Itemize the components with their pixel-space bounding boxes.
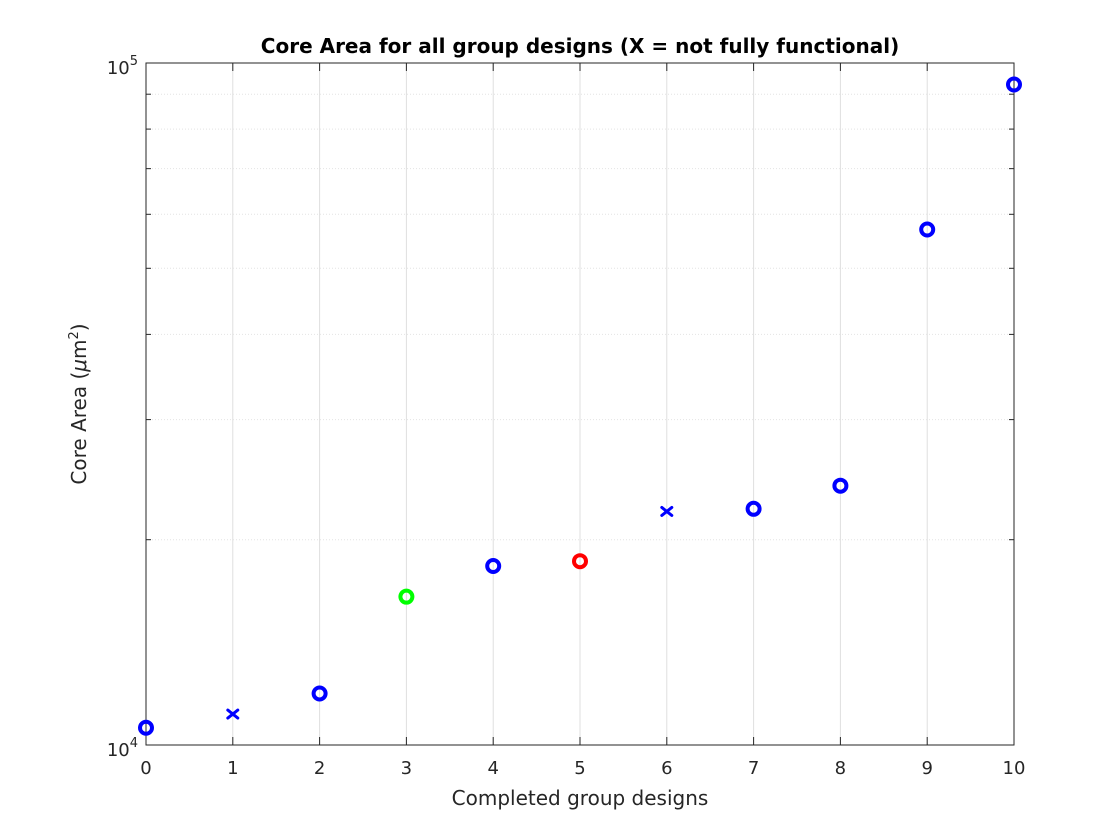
x-tick-label: 8 [835, 758, 846, 779]
data-point-circle-marker [138, 719, 154, 736]
y-axis-label-mu: μ [67, 359, 91, 373]
x-tick-label: 1 [227, 758, 238, 779]
data-point-circle-marker [572, 553, 588, 570]
y-axis-label-unit: m [67, 340, 91, 359]
data-point-x-stroke [226, 708, 240, 720]
y-axis-label-close: ) [67, 323, 91, 331]
data-point-circle-marker [311, 685, 328, 702]
x-axis-label: Completed group designs [452, 786, 709, 810]
data-point-circle-marker [745, 500, 762, 517]
x-tick-label: 7 [748, 758, 759, 779]
x-tick-label: 9 [921, 758, 932, 779]
x-tick-label: 10 [1003, 758, 1026, 779]
y-tick-label: 105 [107, 54, 138, 79]
data-point-circle-marker [832, 477, 849, 494]
y-axis-label-exp: 2 [67, 331, 82, 339]
x-tick-label: 3 [401, 758, 412, 779]
data-point-circle-marker [1006, 76, 1022, 93]
data-point-circle-marker [485, 558, 502, 575]
data-point-x-marker [226, 708, 240, 720]
y-axis-label-main: Core Area ( [67, 372, 91, 485]
data-point-circle-marker [398, 588, 415, 605]
x-tick-label: 5 [574, 758, 585, 779]
x-tick-label: 0 [140, 758, 151, 779]
x-tick-label: 6 [661, 758, 672, 779]
data-point-circle-marker [919, 221, 936, 238]
data-point-x-stroke [660, 505, 674, 517]
data-points [138, 76, 1022, 736]
x-tick-label: 4 [487, 758, 498, 779]
ticks: 0 1 2 3 4 5 6 7 8 9 10 104 105 [107, 54, 1026, 779]
y-tick-label: 104 [107, 736, 138, 761]
y-axis-label: Core Area (μm2) [67, 323, 91, 484]
x-tick-label: 2 [314, 758, 325, 779]
grid [146, 63, 1014, 745]
chart-title: Core Area for all group designs (X = not… [261, 34, 899, 58]
data-point-x-marker [660, 505, 674, 517]
